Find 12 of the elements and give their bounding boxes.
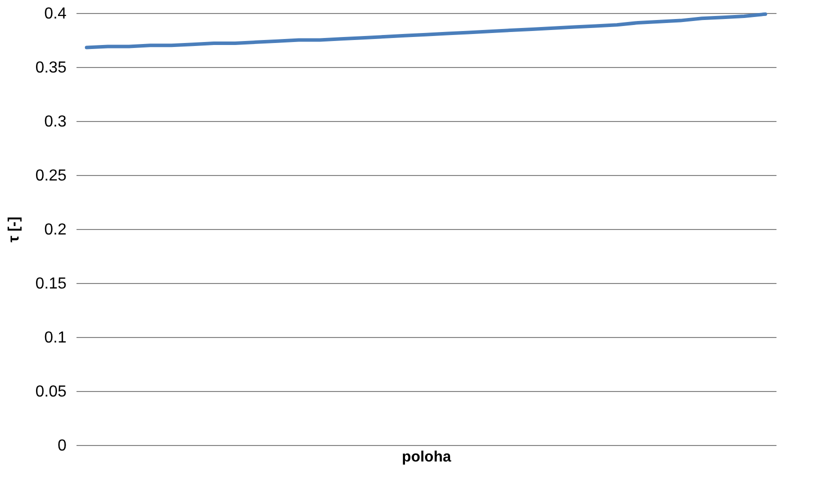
y-tick-label: 0.3 — [44, 114, 67, 130]
x-axis-title: poloha — [402, 448, 452, 466]
y-tick-label: 0.05 — [35, 384, 67, 400]
y-tick-label: 0.2 — [44, 222, 67, 238]
line-series — [84, 12, 768, 50]
y-tick-label: 0.1 — [44, 330, 67, 346]
y-tick-label: 0.4 — [44, 6, 67, 22]
y-tick-label: 0.15 — [35, 276, 67, 292]
y-tick-label: 0 — [58, 438, 67, 454]
y-tick-label: 0.25 — [35, 168, 67, 184]
y-tick-label: 0.35 — [35, 60, 67, 76]
y-axis-title: τ [-] — [5, 216, 22, 242]
